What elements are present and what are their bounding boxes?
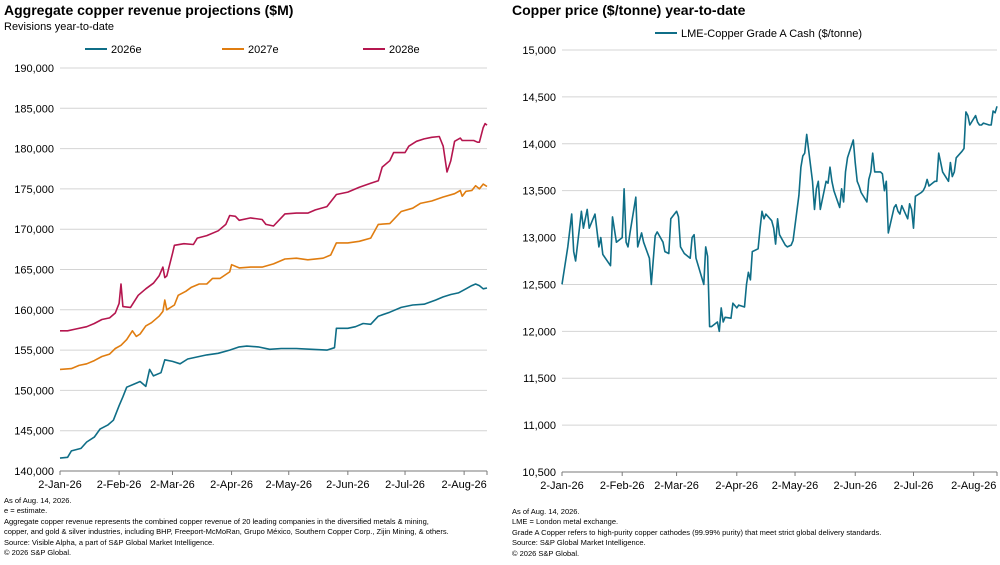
y-tick-label: 15,000 [522, 45, 556, 57]
x-tick-label: 2-May-26 [266, 479, 312, 491]
left-chart-notes: As of Aug. 14, 2026. e = estimate. Aggre… [4, 496, 449, 558]
y-tick-label: 145,000 [14, 426, 54, 438]
y-tick-label: 165,000 [14, 265, 54, 277]
x-tick-label: 2-Jun-26 [834, 480, 877, 492]
left-chart-title: Aggregate copper revenue projections ($M… [4, 2, 294, 18]
y-tick-label: 140,000 [14, 466, 54, 478]
y-tick-label: 11,000 [523, 420, 556, 432]
x-tick-label: 2-Mar-26 [654, 480, 699, 492]
right-price-chart: 10,500 11,000 11,500 12,000 12,500 13,000 13,5… [522, 28, 998, 492]
note-line: © 2026 S&P Global. [512, 548, 580, 558]
note-line: Grade A Copper refers to high-purity cop… [512, 527, 882, 537]
y-tick-label: 11,500 [523, 373, 556, 385]
x-tick-label: 2-Jan-26 [38, 479, 81, 491]
note-line: LME = London metal exchange. [512, 517, 619, 527]
y-tick-label: 12,000 [522, 326, 556, 338]
series-line-2026e [59, 283, 488, 459]
x-tick-label: 2-Aug-26 [951, 480, 996, 492]
note-line: Source: S&P Global Market Intelligence. [512, 538, 646, 548]
legend-label: 2028e [389, 44, 420, 56]
y-tick-label: 13,500 [522, 186, 556, 198]
y-tick-label: 190,000 [14, 63, 54, 75]
series-line-2027e [59, 183, 488, 371]
x-tick-label: 2-Jan-26 [540, 480, 583, 492]
x-tick-label: 2-Feb-26 [97, 479, 142, 491]
legend-label: 2027e [248, 44, 279, 56]
y-tick-label: 12,500 [522, 279, 556, 291]
x-tick-label: 2-Apr-26 [210, 479, 253, 491]
y-tick-label: 14,000 [522, 139, 556, 151]
series-line-2028e [60, 122, 488, 332]
legend-label: 2026e [111, 44, 142, 56]
y-tick-label: 10,500 [522, 467, 556, 479]
note-line: As of Aug. 14, 2026. [4, 496, 72, 505]
x-tick-label: 2-Jul-26 [894, 480, 934, 492]
x-tick-label: 2-Mar-26 [150, 479, 195, 491]
x-tick-label: 2-Feb-26 [600, 480, 645, 492]
note-line: © 2026 S&P Global. [4, 548, 72, 558]
y-tick-label: 160,000 [14, 305, 54, 317]
x-tick-label: 2-Jun-26 [326, 479, 369, 491]
y-tick-label: 14,500 [522, 92, 556, 104]
y-tick-label: 180,000 [14, 144, 54, 156]
y-tick-label: 175,000 [14, 184, 54, 196]
note-line: copper, and gold & silver industries, in… [4, 527, 449, 537]
left-chart-subtitle: Revisions year-to-date [4, 21, 115, 33]
y-tick-label: 13,000 [522, 233, 556, 245]
note-line: Source: Visible Alpha, a part of S&P Glo… [4, 537, 215, 547]
note-line: As of Aug. 14, 2026. [512, 507, 580, 516]
y-tick-label: 170,000 [14, 224, 54, 236]
y-tick-label: 155,000 [14, 345, 54, 357]
x-tick-label: 2-May-26 [772, 480, 818, 492]
legend-label: LME-Copper Grade A Cash ($/tonne) [681, 28, 862, 40]
y-tick-label: 185,000 [14, 103, 54, 115]
series-line-lme-copper-grade-a-cash-tonne [561, 106, 998, 333]
x-tick-label: 2-Jul-26 [385, 479, 425, 491]
right-chart-notes: As of Aug. 14, 2026. LME = London metal … [512, 507, 881, 559]
y-tick-label: 150,000 [14, 385, 54, 397]
x-tick-label: 2-Aug-26 [441, 479, 486, 491]
left-revenue-chart: 140,000 145,000 150,000 155,000 160,000 165,0… [14, 44, 488, 491]
note-line: Aggregate copper revenue represents the … [4, 516, 429, 526]
right-chart-title: Copper price ($/tonne) year-to-date [512, 2, 746, 18]
note-line: e = estimate. [4, 506, 48, 516]
x-tick-label: 2-Apr-26 [715, 480, 758, 492]
